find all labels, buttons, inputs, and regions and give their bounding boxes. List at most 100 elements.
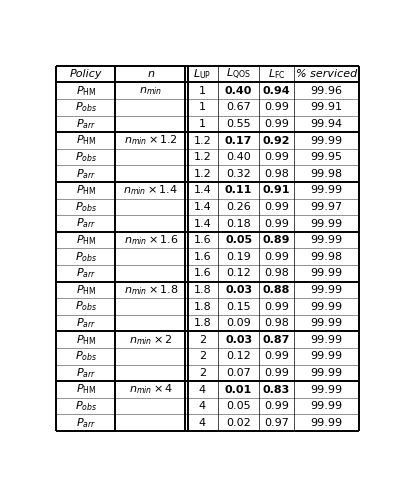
Text: $P_{arr}$: $P_{arr}$ [76,316,96,330]
Text: 0.94: 0.94 [262,86,290,96]
Text: 0.40: 0.40 [226,152,251,162]
Text: 1: 1 [199,119,206,129]
Text: $L_{\mathrm{FC}}$: $L_{\mathrm{FC}}$ [268,67,285,81]
Text: 0.88: 0.88 [263,285,290,295]
Text: 0.99: 0.99 [264,401,289,411]
Text: % serviced: % serviced [296,69,357,79]
Text: 0.99: 0.99 [264,351,289,361]
Text: $P_{arr}$: $P_{arr}$ [76,416,96,430]
Text: 0.99: 0.99 [264,152,289,162]
Text: 4: 4 [199,385,206,395]
Text: 99.96: 99.96 [310,86,342,96]
Text: 99.99: 99.99 [310,418,342,428]
Text: $P_{obs}$: $P_{obs}$ [75,400,97,413]
Text: 0.18: 0.18 [226,218,251,229]
Text: 0.89: 0.89 [263,235,290,245]
Text: $P_{arr}$: $P_{arr}$ [76,117,96,131]
Text: 0.09: 0.09 [226,318,251,328]
Text: 99.99: 99.99 [310,351,342,361]
Text: 0.99: 0.99 [264,252,289,262]
Text: $n$: $n$ [147,69,155,79]
Text: 0.55: 0.55 [226,119,251,129]
Text: $P_{obs}$: $P_{obs}$ [75,100,97,114]
Text: 99.99: 99.99 [310,235,342,245]
Text: 0.19: 0.19 [226,252,251,262]
Text: 0.67: 0.67 [226,102,251,112]
Text: 1.6: 1.6 [194,268,211,278]
Text: 0.83: 0.83 [263,385,290,395]
Text: 99.95: 99.95 [310,152,342,162]
Text: 99.97: 99.97 [310,202,342,212]
Text: 99.99: 99.99 [310,285,342,295]
Text: 0.32: 0.32 [226,169,251,179]
Text: 0.26: 0.26 [226,202,251,212]
Text: 99.94: 99.94 [310,119,342,129]
Text: 99.99: 99.99 [310,302,342,311]
Text: $P_{obs}$: $P_{obs}$ [75,349,97,363]
Text: 0.99: 0.99 [264,102,289,112]
Text: 0.15: 0.15 [226,302,251,311]
Text: 99.99: 99.99 [310,268,342,278]
Text: $P_{arr}$: $P_{arr}$ [76,216,96,230]
Text: 0.98: 0.98 [264,318,289,328]
Text: 1.8: 1.8 [194,318,211,328]
Text: $P_{\mathrm{HM}}$: $P_{\mathrm{HM}}$ [76,283,96,297]
Text: $n_{min} \times 2$: $n_{min} \times 2$ [129,333,173,347]
Text: $P_{\mathrm{HM}}$: $P_{\mathrm{HM}}$ [76,84,96,97]
Text: 4: 4 [199,418,206,428]
Text: 1: 1 [199,102,206,112]
Text: 0.17: 0.17 [225,136,252,146]
Text: $P_{obs}$: $P_{obs}$ [75,200,97,214]
Text: $P_{\mathrm{HM}}$: $P_{\mathrm{HM}}$ [76,233,96,247]
Text: $P_{obs}$: $P_{obs}$ [75,150,97,164]
Text: $n_{min} \times 1.4$: $n_{min} \times 1.4$ [124,184,178,197]
Text: 0.91: 0.91 [263,185,290,195]
Text: $n_{min} \times 1.8$: $n_{min} \times 1.8$ [124,283,178,297]
Text: 0.98: 0.98 [264,268,289,278]
Text: 0.40: 0.40 [225,86,252,96]
Text: 0.99: 0.99 [264,119,289,129]
Text: 0.92: 0.92 [263,136,290,146]
Text: Policy: Policy [70,69,102,79]
Text: 1.4: 1.4 [194,185,211,195]
Text: 99.99: 99.99 [310,335,342,345]
Text: 0.99: 0.99 [264,368,289,378]
Text: 0.05: 0.05 [225,235,252,245]
Text: 99.99: 99.99 [310,401,342,411]
Text: 0.12: 0.12 [226,351,251,361]
Text: 1.6: 1.6 [194,235,211,245]
Text: $P_{arr}$: $P_{arr}$ [76,267,96,280]
Text: 0.99: 0.99 [264,218,289,229]
Text: $P_{\mathrm{HM}}$: $P_{\mathrm{HM}}$ [76,134,96,148]
Text: 0.07: 0.07 [226,368,251,378]
Text: 99.99: 99.99 [310,185,342,195]
Text: 1.8: 1.8 [194,302,211,311]
Text: 1.2: 1.2 [194,136,211,146]
Text: 1.4: 1.4 [194,218,211,229]
Text: $n_{min}$: $n_{min}$ [139,85,162,96]
Text: 4: 4 [199,401,206,411]
Text: $P_{arr}$: $P_{arr}$ [76,366,96,380]
Text: 0.97: 0.97 [264,418,289,428]
Text: $P_{\mathrm{HM}}$: $P_{\mathrm{HM}}$ [76,333,96,347]
Text: 0.03: 0.03 [225,335,252,345]
Text: 2: 2 [199,335,206,345]
Text: $n_{min} \times 1.2$: $n_{min} \times 1.2$ [124,134,178,148]
Text: $P_{\mathrm{HM}}$: $P_{\mathrm{HM}}$ [76,184,96,197]
Text: $n_{min} \times 1.6$: $n_{min} \times 1.6$ [124,233,178,247]
Text: 2: 2 [199,351,206,361]
Text: 0.05: 0.05 [226,401,251,411]
Text: 99.99: 99.99 [310,368,342,378]
Text: $P_{obs}$: $P_{obs}$ [75,250,97,264]
Text: 99.99: 99.99 [310,136,342,146]
Text: 99.99: 99.99 [310,318,342,328]
Text: 1.8: 1.8 [194,285,211,295]
Text: 0.11: 0.11 [225,185,252,195]
Text: 0.87: 0.87 [263,335,290,345]
Text: $L_{\mathrm{QOS}}$: $L_{\mathrm{QOS}}$ [226,66,251,82]
Text: 0.99: 0.99 [264,202,289,212]
Text: 99.91: 99.91 [310,102,342,112]
Text: 0.02: 0.02 [226,418,251,428]
Text: $P_{arr}$: $P_{arr}$ [76,167,96,181]
Text: 1.2: 1.2 [194,152,211,162]
